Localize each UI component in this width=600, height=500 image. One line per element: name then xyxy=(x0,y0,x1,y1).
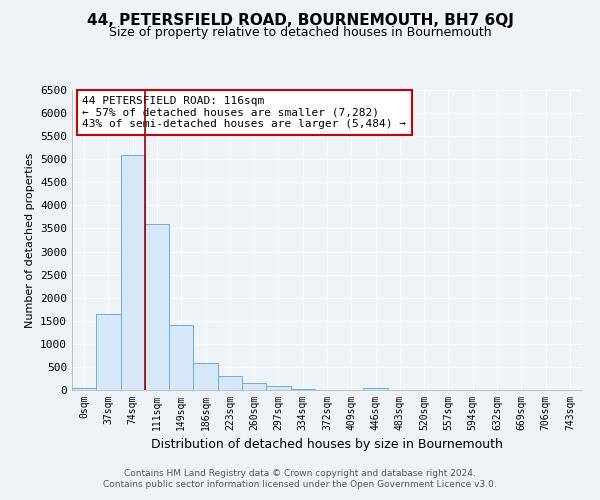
Bar xyxy=(121,154,145,390)
Text: Contains public sector information licensed under the Open Government Licence v3: Contains public sector information licen… xyxy=(103,480,497,489)
Text: Contains HM Land Registry data © Crown copyright and database right 2024.: Contains HM Land Registry data © Crown c… xyxy=(124,468,476,477)
Bar xyxy=(290,388,315,390)
Text: 44 PETERSFIELD ROAD: 116sqm
← 57% of detached houses are smaller (7,282)
43% of : 44 PETERSFIELD ROAD: 116sqm ← 57% of det… xyxy=(82,96,406,129)
Bar xyxy=(266,386,290,390)
Bar xyxy=(169,326,193,390)
Bar xyxy=(218,376,242,390)
X-axis label: Distribution of detached houses by size in Bournemouth: Distribution of detached houses by size … xyxy=(151,438,503,452)
Text: Size of property relative to detached houses in Bournemouth: Size of property relative to detached ho… xyxy=(109,26,491,39)
Bar xyxy=(96,314,121,390)
Bar xyxy=(72,388,96,390)
Text: 44, PETERSFIELD ROAD, BOURNEMOUTH, BH7 6QJ: 44, PETERSFIELD ROAD, BOURNEMOUTH, BH7 6… xyxy=(86,12,514,28)
Y-axis label: Number of detached properties: Number of detached properties xyxy=(25,152,35,328)
Bar xyxy=(193,363,218,390)
Bar xyxy=(364,388,388,390)
Bar xyxy=(242,383,266,390)
Bar xyxy=(145,224,169,390)
